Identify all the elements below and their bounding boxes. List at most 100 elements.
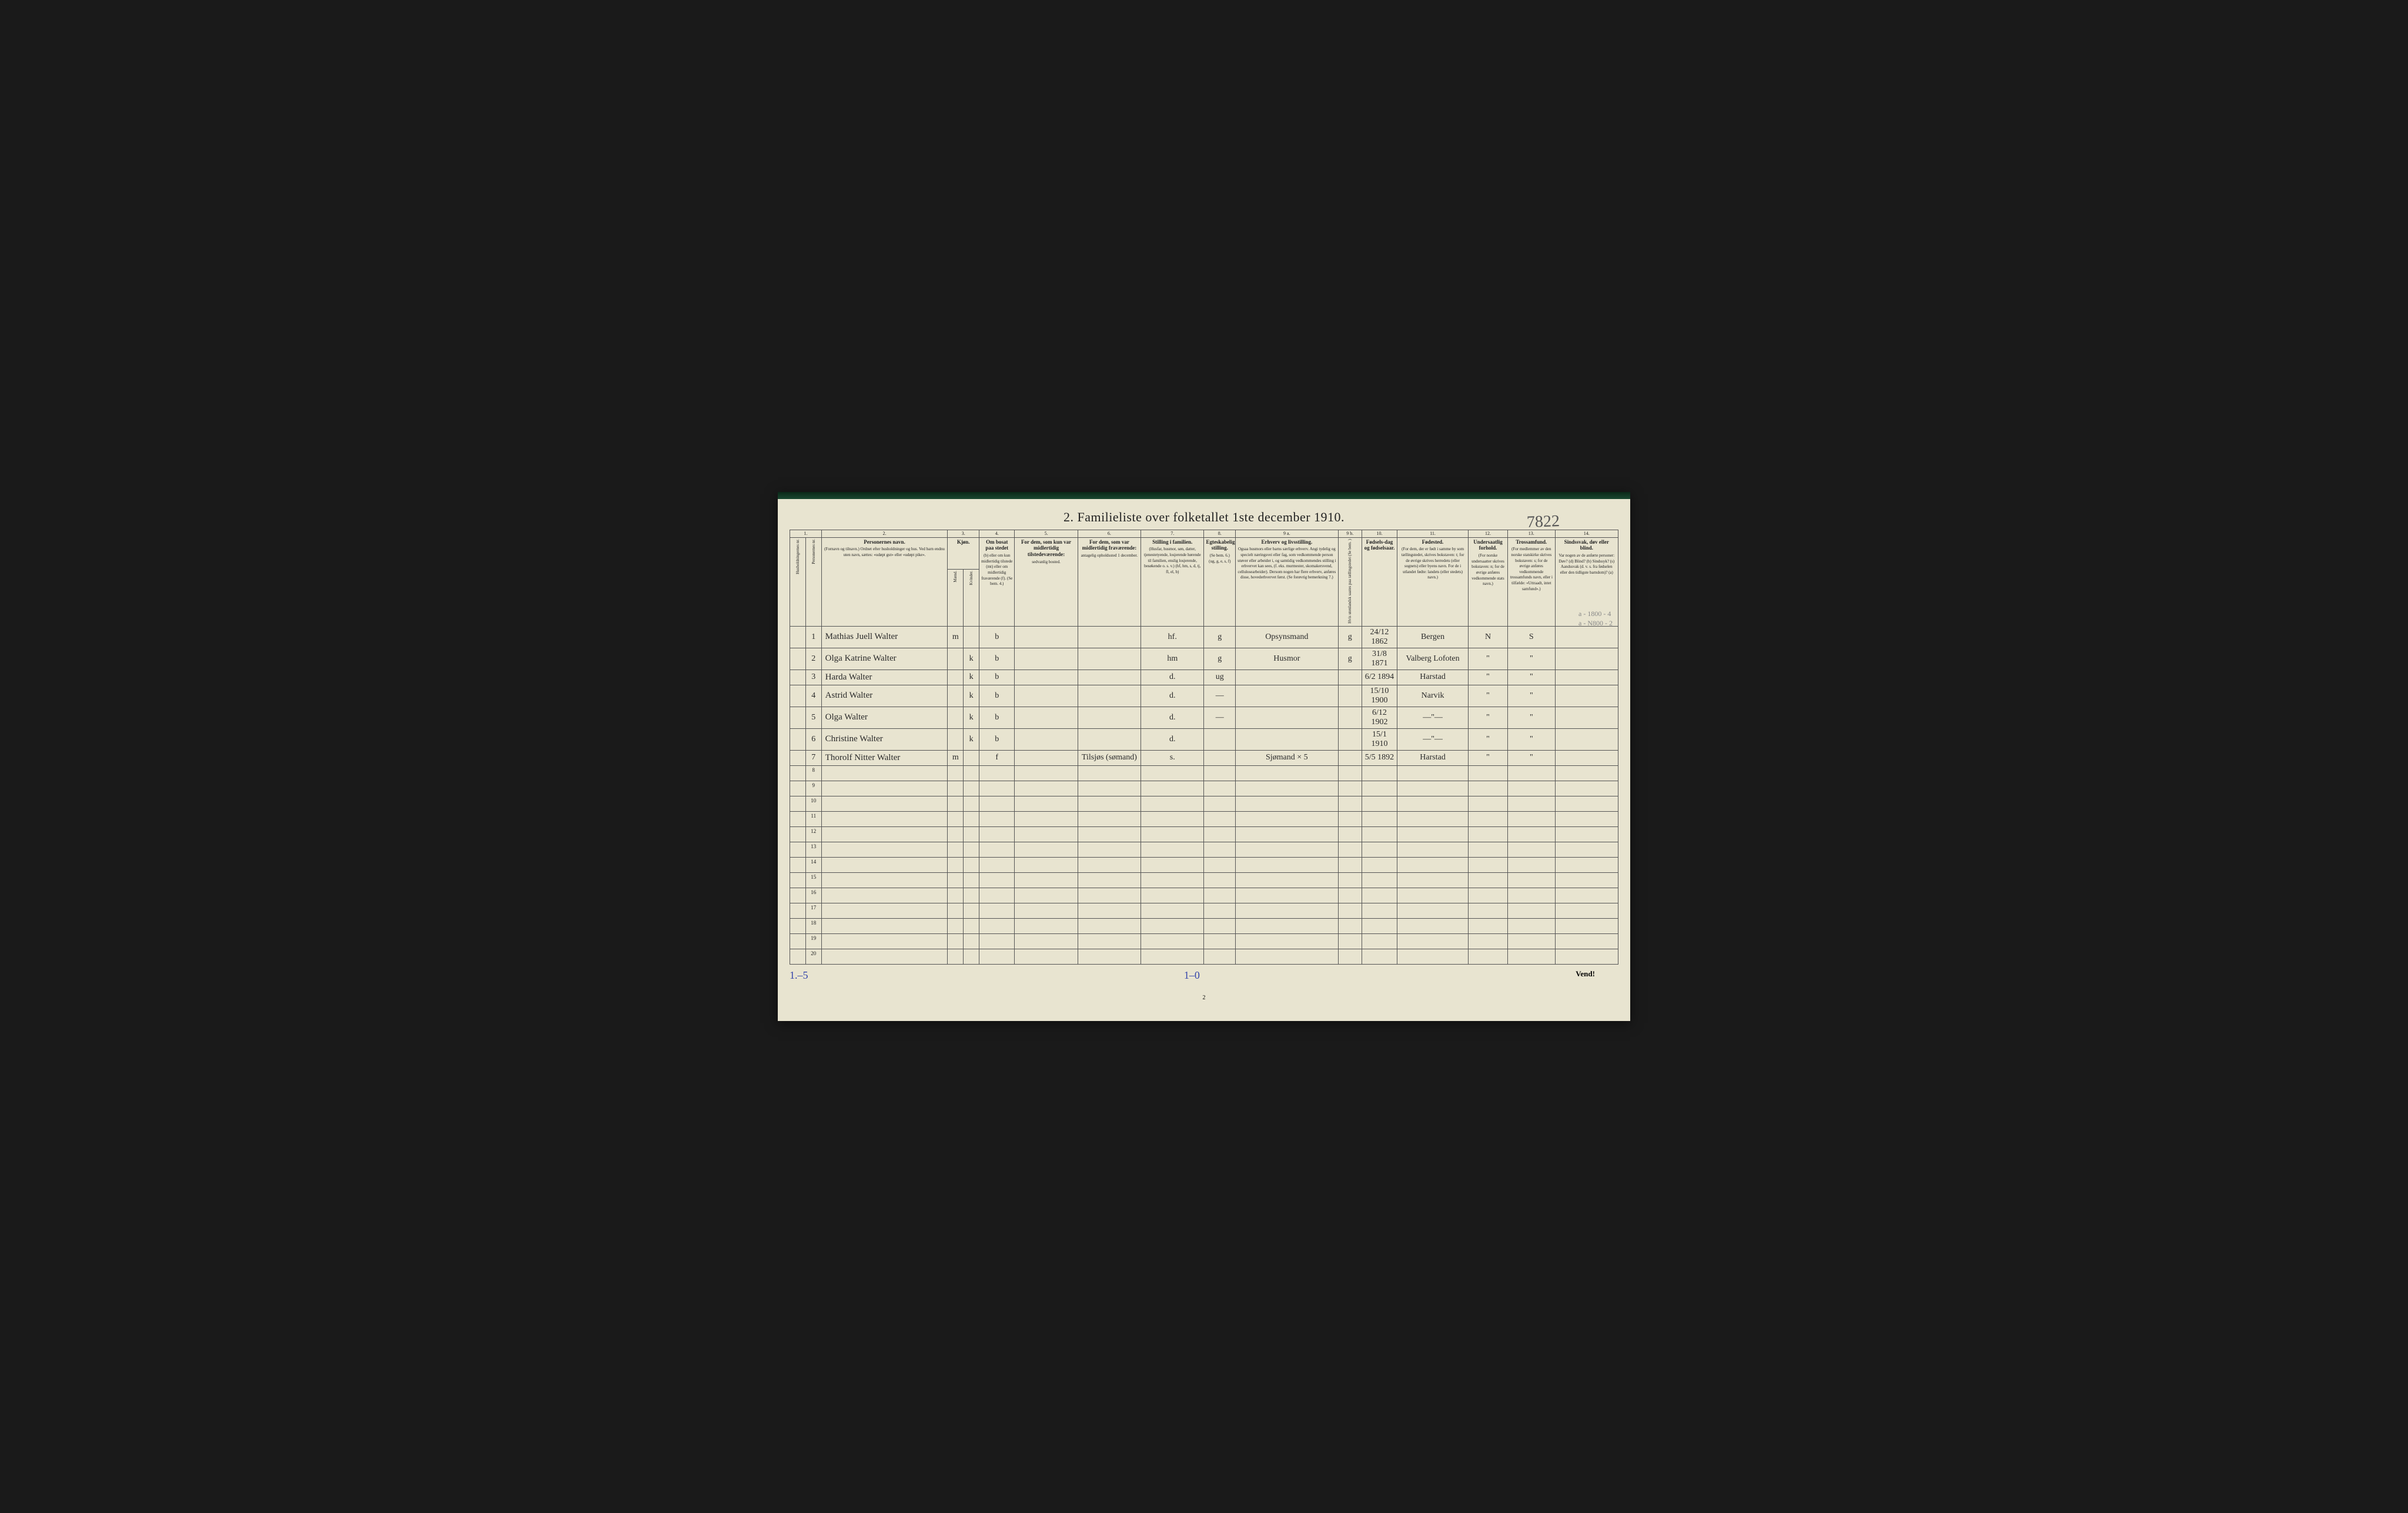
table-cell: Harstad (1397, 750, 1469, 765)
table-cell (1468, 811, 1507, 826)
table-cell (790, 781, 806, 796)
table-cell (1508, 811, 1556, 826)
table-cell (1204, 728, 1236, 750)
table-cell (790, 842, 806, 857)
col-num: 9 b. (1338, 530, 1362, 538)
table-cell (821, 888, 948, 903)
table-cell (1141, 811, 1204, 826)
table-cell (1078, 826, 1141, 842)
table-cell (1468, 796, 1507, 811)
table-cell (1204, 872, 1236, 888)
table-cell (1141, 949, 1204, 964)
table-cell: 31/8 1871 (1362, 648, 1397, 670)
table-cell (1015, 626, 1078, 648)
table-cell (1555, 903, 1618, 918)
table-cell: " (1468, 728, 1507, 750)
table-header: 1. 2. 3. 4. 5. 6. 7. 8. 9 a. 9 b. 10. 11… (790, 530, 1618, 627)
table-body: 1Mathias Juell Waltermbhf.gOpsynsmandg24… (790, 626, 1618, 964)
table-row-empty: 17 (790, 903, 1618, 918)
table-cell (1555, 872, 1618, 888)
header-utenlandsk: Hvis utenlandsk saates paa tællingstedet… (1338, 537, 1362, 626)
table-cell (1362, 765, 1397, 781)
table-cell: 2 (805, 648, 821, 670)
table-cell: — (1204, 685, 1236, 707)
table-cell (979, 903, 1015, 918)
table-cell (1468, 903, 1507, 918)
table-cell (1397, 811, 1469, 826)
table-cell (1204, 781, 1236, 796)
column-number-row: 1. 2. 3. 4. 5. 6. 7. 8. 9 a. 9 b. 10. 11… (790, 530, 1618, 538)
table-cell (1555, 811, 1618, 826)
table-cell (1015, 765, 1078, 781)
table-cell (1362, 811, 1397, 826)
table-cell: " (1508, 648, 1556, 670)
header-sex-k: Kvinder. (964, 569, 979, 626)
table-cell (790, 888, 806, 903)
table-row-empty: 11 (790, 811, 1618, 826)
table-cell (964, 903, 979, 918)
table-cell: Tilsjøs (sømand) (1078, 750, 1141, 765)
footer-handwritten-mid: 1–0 (1184, 969, 1200, 982)
table-cell (1362, 826, 1397, 842)
header-person-nr: Personernes nr. (805, 537, 821, 626)
table-cell (1015, 842, 1078, 857)
table-cell (1555, 728, 1618, 750)
table-cell (1015, 670, 1078, 685)
table-cell: 6/12 1902 (1362, 707, 1397, 728)
table-cell (1141, 765, 1204, 781)
col-num: 10. (1362, 530, 1397, 538)
table-cell (821, 796, 948, 811)
table-cell (790, 857, 806, 872)
table-cell (1015, 826, 1078, 842)
table-cell (1015, 750, 1078, 765)
table-cell (1078, 648, 1141, 670)
table-cell (1141, 857, 1204, 872)
header-bosat: Om bosat paa stedet (b) eller om kun mid… (979, 537, 1015, 626)
table-cell: 18 (805, 918, 821, 933)
table-cell (1015, 685, 1078, 707)
table-cell (964, 826, 979, 842)
table-cell (1015, 857, 1078, 872)
table-cell (821, 765, 948, 781)
table-cell (1362, 949, 1397, 964)
table-cell (1078, 707, 1141, 728)
table-cell (1078, 765, 1141, 781)
table-cell (1555, 765, 1618, 781)
pencil-margin-notes: a - 1800 - 4 a - N800 - 2 (1578, 610, 1613, 628)
table-row-empty: 15 (790, 872, 1618, 888)
table-cell: Mathias Juell Walter (821, 626, 948, 648)
table-cell (1468, 857, 1507, 872)
table-cell: 15/10 1900 (1362, 685, 1397, 707)
table-row-empty: 18 (790, 918, 1618, 933)
table-cell (1397, 903, 1469, 918)
table-cell: k (964, 648, 979, 670)
table-row: 3Harda Walterkbd.ug6/2 1894Harstad"" (790, 670, 1618, 685)
table-cell: Olga Walter (821, 707, 948, 728)
table-cell (1555, 648, 1618, 670)
table-cell (1362, 933, 1397, 949)
table-cell: " (1468, 707, 1507, 728)
table-cell (1338, 918, 1362, 933)
table-cell (821, 826, 948, 842)
table-cell (1362, 796, 1397, 811)
table-cell (1015, 648, 1078, 670)
table-cell (1015, 811, 1078, 826)
table-cell: S (1508, 626, 1556, 648)
table-cell (1338, 888, 1362, 903)
table-cell (1555, 685, 1618, 707)
table-cell: 10 (805, 796, 821, 811)
table-cell (1204, 933, 1236, 949)
table-cell: d. (1141, 707, 1204, 728)
table-cell (1555, 918, 1618, 933)
header-sex-m: Mænd. (948, 569, 964, 626)
table-cell (1508, 796, 1556, 811)
table-cell: Narvik (1397, 685, 1469, 707)
header-name: Personernes navn. (Fornavn og tilnavn.) … (821, 537, 948, 626)
table-cell (979, 781, 1015, 796)
table-cell (979, 918, 1015, 933)
page-number-bottom: 2 (1203, 995, 1206, 1001)
table-cell: k (964, 685, 979, 707)
table-cell (964, 918, 979, 933)
header-label-row: Husholdningernes nr. Personernes nr. Per… (790, 537, 1618, 569)
table-cell (1338, 857, 1362, 872)
